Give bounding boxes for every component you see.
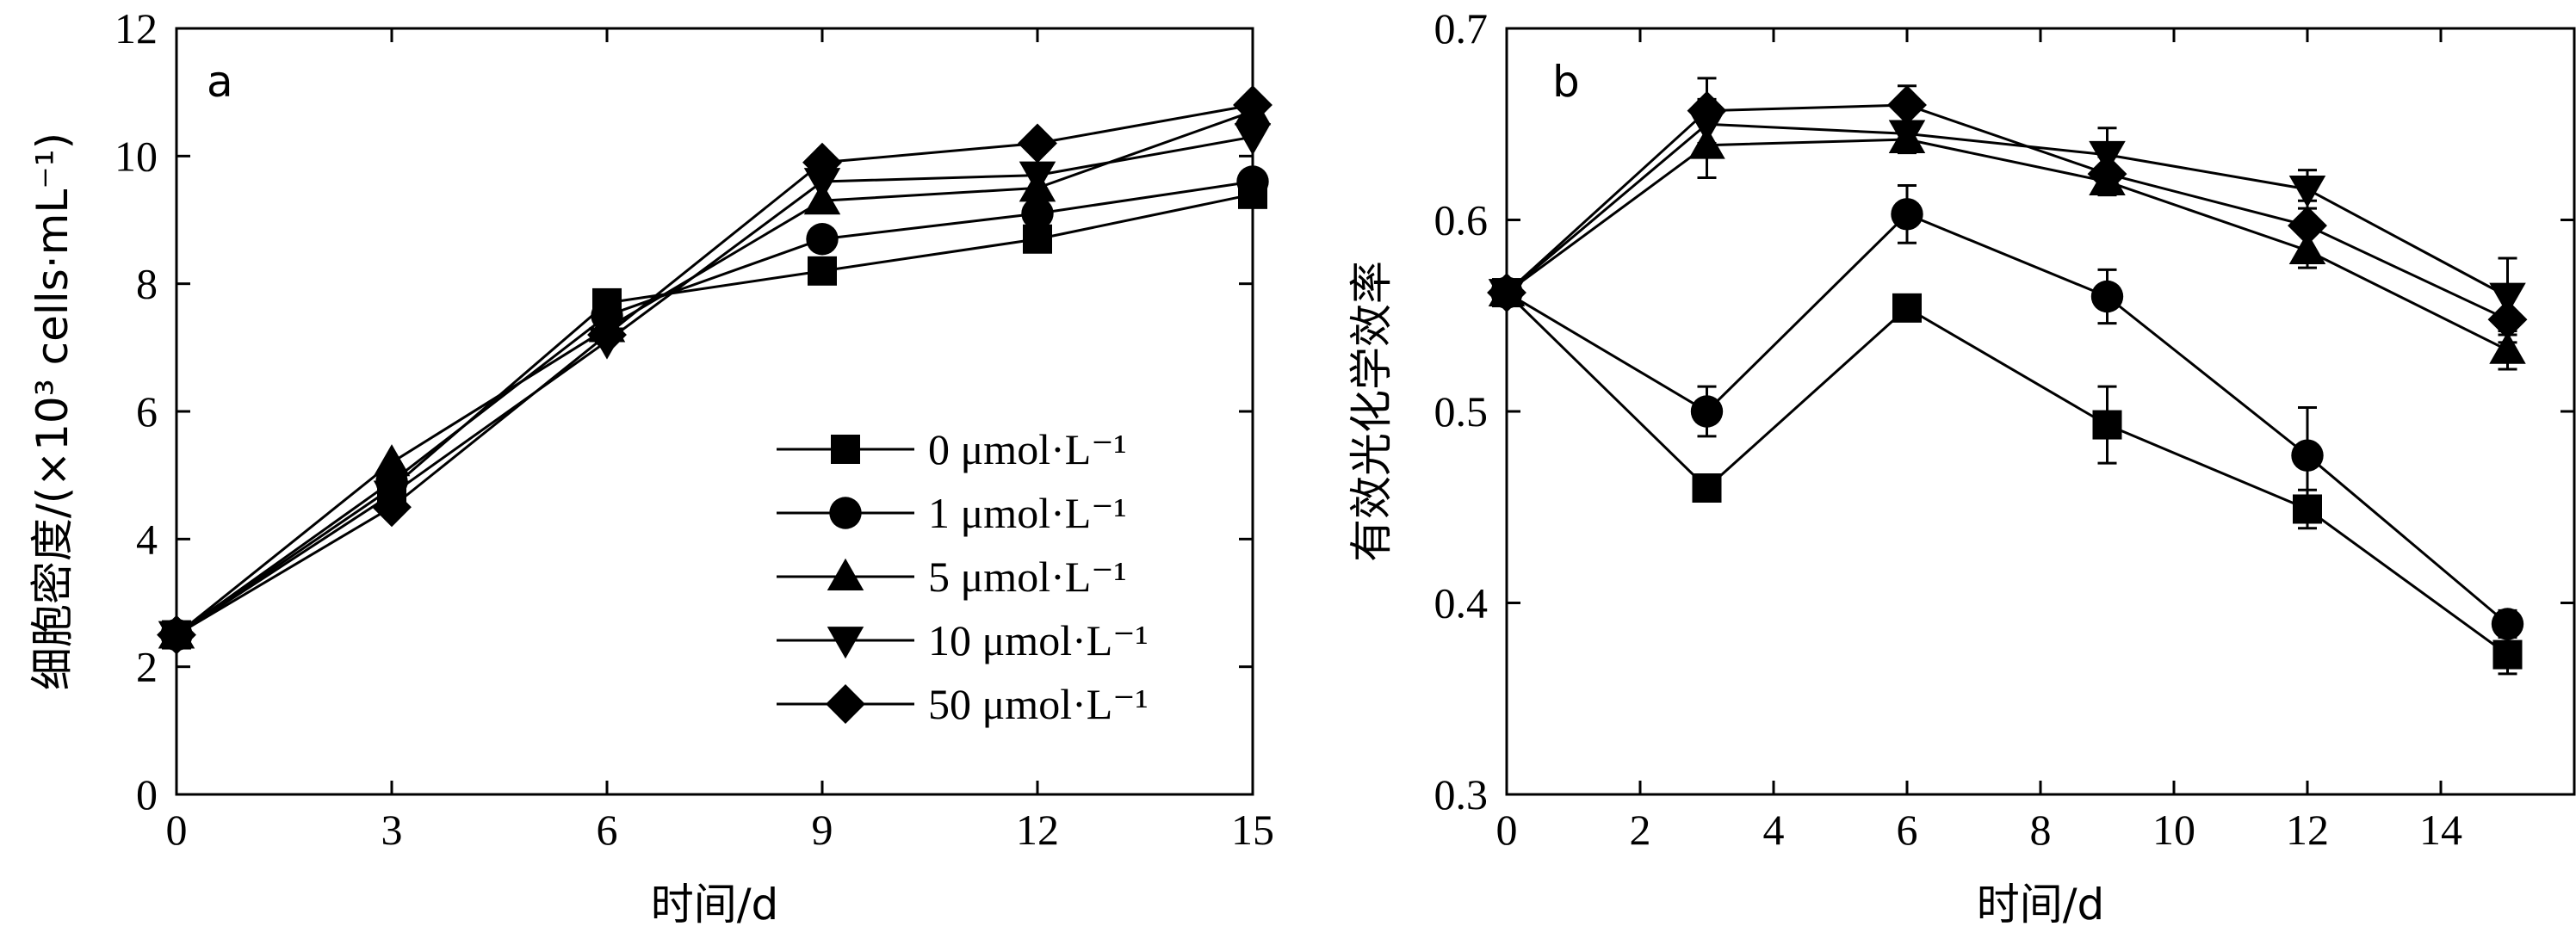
data-point-diamond <box>2288 206 2327 246</box>
legend-marker-triangle-up <box>827 558 864 590</box>
data-point-circle <box>1021 197 1054 230</box>
series-lines-b <box>1505 103 2509 656</box>
legend-label: 50 μmol·L⁻¹ <box>928 680 1149 728</box>
data-point-diamond <box>372 487 412 528</box>
data-point-triangle-down <box>2489 282 2526 315</box>
x-axis-label-a: 时间/d <box>651 880 779 930</box>
series-line-3 <box>1506 122 2509 298</box>
data-point-diamond <box>1487 273 1526 312</box>
series-lines-a <box>176 103 1254 636</box>
data-point-triangle-up <box>373 444 411 477</box>
data-point-diamond <box>1233 85 1273 125</box>
panel-label-a: a <box>207 57 233 107</box>
x-tick-label: 12 <box>2286 806 2329 854</box>
data-point-square <box>2293 494 2322 524</box>
x-tick-label: 12 <box>1016 806 1059 854</box>
y-tick-label: 4 <box>136 515 158 563</box>
y-tick-label: 6 <box>136 387 158 436</box>
series-line-1 <box>1506 213 2509 626</box>
y-tick-label: 0.5 <box>1434 387 1489 436</box>
data-point-circle <box>1236 165 1269 198</box>
data-point-square <box>1892 293 1922 323</box>
data-point-square <box>1692 473 1722 503</box>
y-tick-label: 8 <box>136 260 158 308</box>
legend-marker-triangle-down <box>827 627 864 659</box>
y-tick-label: 2 <box>136 643 158 691</box>
y-axis-label-b: 有效光化学效率 <box>1347 261 1396 562</box>
x-axis-label-b: 时间/d <box>1977 880 2105 930</box>
y-tick-label: 0.7 <box>1434 4 1489 53</box>
x-tick-label: 0 <box>166 806 188 854</box>
data-point-circle <box>2491 608 2524 640</box>
x-tick-label: 15 <box>1231 806 1274 854</box>
legend-marker-diamond <box>826 684 865 724</box>
data-point-diamond <box>587 315 627 355</box>
y-axis-label-a: 细胞密度/(×10³ cells·mL⁻¹) <box>28 133 77 690</box>
legend-label: 5 μmol·L⁻¹ <box>928 553 1127 601</box>
axis-ticks-b: 0 2 4 6 8 10 12 14 0.3 0.4 0.5 0.6 0.7 <box>1434 4 2574 854</box>
data-point-triangle-down <box>1888 120 1926 152</box>
series-line-2 <box>176 110 1254 636</box>
y-tick-label: 0 <box>136 770 158 819</box>
data-point-triangle-down <box>1234 123 1272 156</box>
series-markers-a <box>157 85 1273 655</box>
data-point-triangle-down <box>1019 161 1056 194</box>
axis-ticks-a: 0 3 6 9 12 15 0 2 4 6 8 10 12 <box>115 4 1274 854</box>
x-tick-label: 4 <box>1763 806 1785 854</box>
plot-frame-b <box>1505 27 2576 796</box>
data-point-diamond <box>1887 85 1927 125</box>
series-line-3 <box>176 135 1254 636</box>
data-point-circle <box>1690 395 1724 428</box>
series-markers-b <box>1487 85 2528 670</box>
legend-marker-square <box>831 435 860 464</box>
data-point-diamond <box>2487 300 2528 340</box>
legend-label: 1 μmol·L⁻¹ <box>928 489 1127 537</box>
panel-label-b: b <box>1552 57 1580 107</box>
series-line-4 <box>176 103 1254 636</box>
x-tick-label: 2 <box>1630 806 1651 854</box>
data-point-circle <box>2291 439 2324 472</box>
legend-label: 0 μmol·L⁻¹ <box>928 425 1127 473</box>
series-line-0 <box>1505 291 2509 656</box>
data-point-diamond <box>2087 154 2127 195</box>
data-point-square <box>808 256 837 286</box>
series-line-0 <box>176 193 1254 636</box>
data-point-circle <box>806 223 839 256</box>
data-point-diamond <box>802 142 842 182</box>
panel-b: b 0 2 4 6 8 10 12 14 0.3 0.4 0.5 0.6 0.7 时间/d 有效光化学效… <box>1347 4 2576 930</box>
legend-label: 10 μmol·L⁻¹ <box>928 616 1149 664</box>
data-point-triangle-up <box>2288 232 2326 265</box>
y-tick-label: 0.3 <box>1434 770 1489 819</box>
series-line-2 <box>1506 138 2509 352</box>
data-point-circle <box>2090 280 2124 313</box>
x-tick-label: 0 <box>1496 806 1518 854</box>
x-tick-label: 9 <box>812 806 833 854</box>
series-line-4 <box>1505 103 2509 321</box>
data-point-triangle-down <box>803 168 841 201</box>
y-tick-label: 10 <box>115 132 158 180</box>
data-point-square <box>2492 639 2523 670</box>
data-point-triangle-up <box>2489 331 2526 364</box>
x-tick-label: 8 <box>2030 806 2052 854</box>
y-tick-label: 0.4 <box>1434 579 1489 627</box>
legend-marker-circle <box>829 497 862 529</box>
series-line-1 <box>176 180 1254 636</box>
x-tick-label: 6 <box>597 806 618 854</box>
x-tick-label: 10 <box>2152 806 2195 854</box>
x-tick-label: 14 <box>2419 806 2462 854</box>
data-point-square <box>2092 410 2122 440</box>
data-point-triangle-down <box>2288 175 2326 208</box>
data-point-triangle-up <box>1688 127 1725 159</box>
y-tick-label: 0.6 <box>1434 196 1489 244</box>
legend: 0 μmol·L⁻¹ 1 μmol·L⁻¹ 5 μmol·L⁻¹ 10 μmol·L⁻… <box>777 425 1149 728</box>
x-tick-label: 6 <box>1897 806 1918 854</box>
x-tick-label: 3 <box>381 806 403 854</box>
panel-a: a 0 3 6 9 12 15 0 2 4 6 8 10 12 时间/d 细胞密度/(×10³ cell… <box>28 4 1274 930</box>
y-tick-label: 12 <box>115 4 158 53</box>
data-point-diamond <box>1687 90 1727 131</box>
data-point-diamond <box>1018 123 1057 164</box>
data-point-diamond <box>157 615 196 655</box>
data-point-circle <box>1891 198 1923 231</box>
